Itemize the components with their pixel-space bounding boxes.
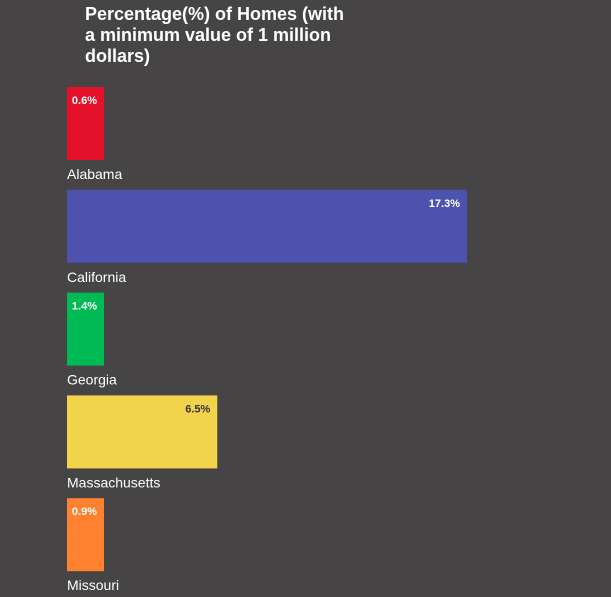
category-label-missouri: Missouri [67,577,119,593]
bar-california [67,189,467,263]
category-label-massachusetts: Massachusetts [67,474,160,490]
chart-title: Percentage(%) of Homes (with a minimum v… [85,4,345,66]
bar-missouri [67,498,104,572]
category-label-georgia: Georgia [67,372,117,388]
bar-georgia [67,292,104,366]
value-label-alabama: 0.6% [72,95,97,107]
category-label-alabama: Alabama [67,166,122,182]
value-label-massachusetts: 6.5% [185,403,210,415]
value-label-georgia: 1.4% [72,301,97,313]
bar-alabama [67,87,104,160]
value-label-missouri: 0.9% [72,506,97,518]
value-label-california: 17.3% [429,198,460,210]
category-label-california: California [67,269,126,285]
bar-massachusetts [67,395,218,469]
